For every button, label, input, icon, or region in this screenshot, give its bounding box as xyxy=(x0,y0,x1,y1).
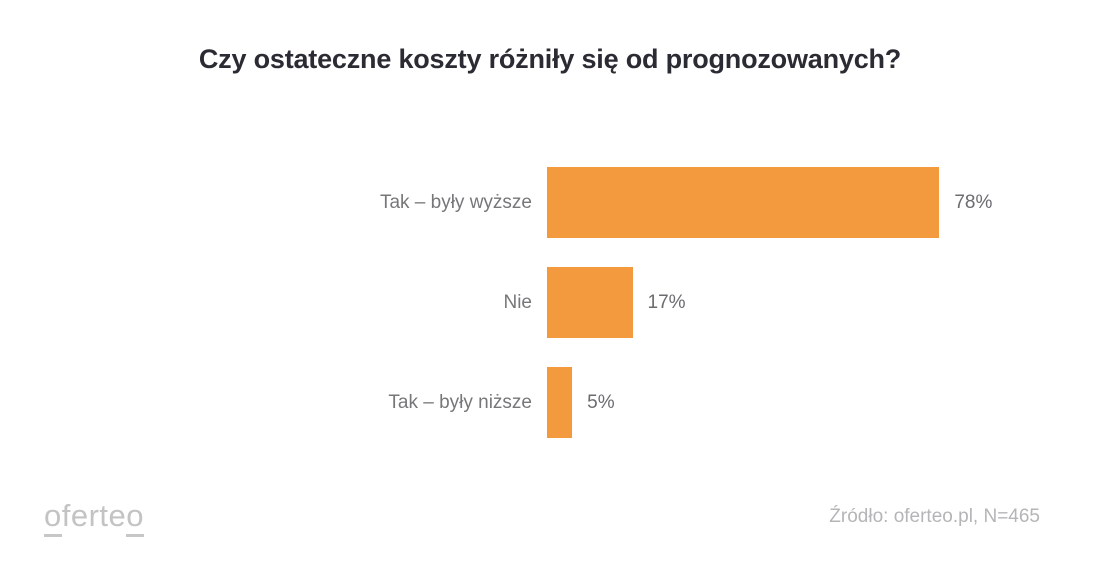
logo-letters: ferte xyxy=(61,498,127,533)
logo-letter-underlined: o xyxy=(126,498,145,537)
bar-row: Tak – były wyższe 78% xyxy=(0,167,1100,238)
value-label: 78% xyxy=(954,191,993,213)
value-label: 17% xyxy=(647,291,686,313)
bar-tak-wyzsze xyxy=(547,167,940,238)
bar-nie xyxy=(547,267,633,338)
bar-row: Nie 17% xyxy=(0,267,1100,338)
category-label: Tak – były wyższe xyxy=(379,191,532,213)
bar-row: Tak – były niższe 5% xyxy=(0,367,1100,438)
bar-chart: Tak – były wyższe 78% Nie 17% Tak – były… xyxy=(0,167,1100,467)
bar-track: 78% xyxy=(547,167,1050,238)
category-label: Tak – były niższe xyxy=(388,391,532,413)
bar-track: 17% xyxy=(547,267,1050,338)
logo-letter-underlined: o xyxy=(44,498,62,537)
oferteo-logo: oferteo xyxy=(44,498,145,537)
value-label: 5% xyxy=(587,391,615,413)
bar-tak-nizsze xyxy=(547,367,573,438)
source-note: Źródło: oferteo.pl, N=465 xyxy=(829,506,1040,527)
bar-track: 5% xyxy=(547,367,1050,438)
chart-title: Czy ostateczne koszty różniły się od pro… xyxy=(198,44,902,74)
category-label: Nie xyxy=(503,291,532,313)
